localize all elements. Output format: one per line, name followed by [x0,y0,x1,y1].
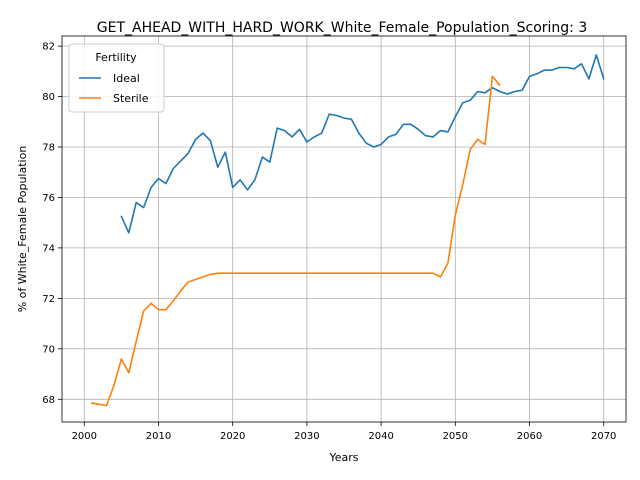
x-tick-label: 2040 [368,431,393,442]
y-tick-label: 80 [42,92,55,103]
legend-label-ideal: Ideal [113,72,140,85]
series-line-ideal [120,54,605,234]
y-tick-label: 72 [42,294,55,305]
x-tick-label: 2070 [591,431,616,442]
grid-lines [62,36,626,422]
series-lines [90,54,605,407]
x-tick-label: 2010 [146,431,171,442]
x-tick-label: 2060 [517,431,542,442]
chart-title: GET_AHEAD_WITH_HARD_WORK_White_Female_Po… [97,20,588,36]
x-tick-label: 2000 [72,431,97,442]
legend: Fertility Ideal Sterile [68,43,165,113]
series-line-sterile [90,75,501,407]
x-tick-label: 2050 [443,431,468,442]
plot-frame [61,35,627,423]
legend-title: Fertility [95,51,137,64]
legend-box [68,43,165,113]
x-tick-label: 2030 [294,431,319,442]
axis-ticks: 2000 2010 2020 2030 2040 2050 2060 2070 68 70 72 74… [42,42,616,442]
legend-label-sterile: Sterile [113,92,149,105]
y-axis-title: % of White_Female Population [16,146,29,313]
y-tick-label: 78 [42,143,55,154]
y-tick-label: 76 [42,193,55,204]
y-tick-label: 70 [42,344,55,355]
x-tick-label: 2020 [220,431,245,442]
x-axis-title: Years [328,451,358,464]
y-tick-label: 74 [42,243,55,254]
y-tick-label: 82 [42,42,55,53]
y-tick-label: 68 [42,395,55,406]
